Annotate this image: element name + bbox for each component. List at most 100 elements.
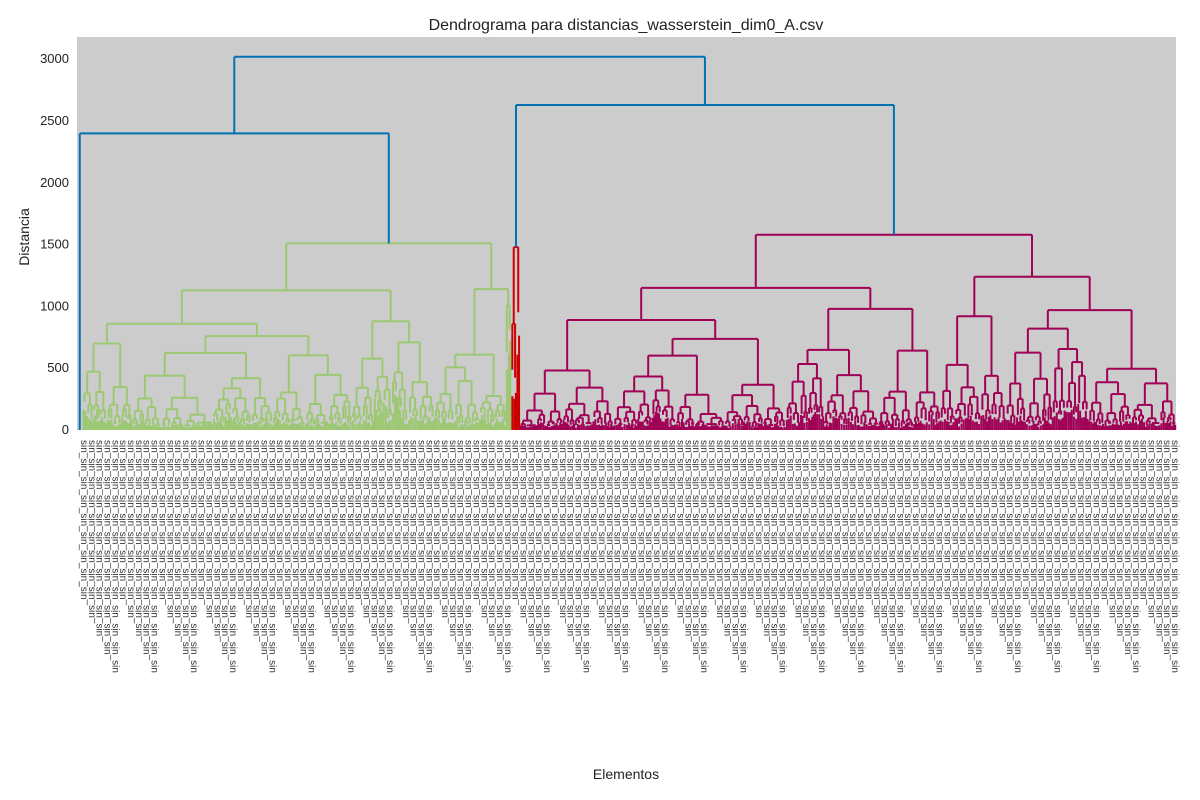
leaf-label: sin_sin_sin_sin_sin_sin_sin_sin_sin_sin: [164, 440, 175, 618]
leaf-label: sin_sin_sin_sin_sin_sin_sin_sin_sin_sin_…: [337, 440, 348, 655]
leaf-label: sin_sin_sin_sin_sin_sin_sin_sin_sin: [392, 440, 403, 600]
chart-title: Dendrograma para distancias_wasserstein_…: [429, 17, 824, 34]
leaf-label: sin_sin_sin_sin_sin_sin_sin_sin_sin_sin_…: [839, 440, 850, 636]
leaf-label: sin_sin_sin_sin_sin_sin_sin_sin_sin: [235, 440, 246, 600]
leaf-label: sin_sin_sin_sin_sin_sin_sin_sin_sin_sin_…: [525, 440, 536, 636]
leaf-label: sin_sin_sin_sin_sin_sin_sin_sin_sin_sin_…: [266, 440, 277, 673]
leaf-label: sin_sin_sin_sin_sin_sin_sin_sin_sin_sin_…: [604, 440, 615, 636]
leaf-label: sin_sin_sin_sin_sin_sin_sin_sin_sin_sin_…: [996, 440, 1007, 636]
leaf-label: sin_sin_sin_sin_sin_sin_sin_sin_sin_sin_…: [172, 440, 183, 636]
leaf-label: sin_sin_sin_sin_sin_sin_sin_sin_sin_sin_…: [777, 440, 788, 673]
leaf-label: sin_sin_sin_sin_sin_sin_sin_sin_sin_sin_…: [1036, 440, 1047, 636]
leaf-label: sin_sin_sin_sin_sin_sin_sin_sin_sin_sin: [557, 440, 568, 618]
leaf-labels: sin_sin_sin_sin_sin_sin_sin_sin_sinsin_s…: [78, 440, 1180, 673]
leaf-label: sin_sin_sin_sin_sin_sin_sin_sin_sin_sin_…: [306, 440, 317, 673]
leaf-label: sin_sin_sin_sin_sin_sin_sin_sin_sin_sin_…: [486, 440, 497, 636]
leaf-label: sin_sin_sin_sin_sin_sin_sin_sin_sin_sin_…: [376, 440, 387, 655]
leaf-label: sin_sin_sin_sin_sin_sin_sin_sin_sin: [824, 440, 835, 600]
leaf-label: sin_sin_sin_sin_sin_sin_sin_sin_sin_sin_…: [133, 440, 144, 636]
leaf-label: sin_sin_sin_sin_sin_sin_sin_sin_sin_sin: [1067, 440, 1078, 618]
leaf-label: sin_sin_sin_sin_sin_sin_sin_sin_sin: [745, 440, 756, 600]
leaf-label: sin_sin_sin_sin_sin_sin_sin_sin_sin: [470, 440, 481, 600]
leaf-label: sin_sin_sin_sin_sin_sin_sin_sin_sin: [706, 440, 717, 600]
leaf-label: sin_sin_sin_sin_sin_sin_sin_sin_sin_sin_…: [149, 440, 160, 673]
leaf-label: sin_sin_sin_sin_sin_sin_sin_sin_sin_sin_…: [455, 440, 466, 655]
leaf-label: sin_sin_sin_sin_sin_sin_sin_sin_sin_sin_…: [1004, 440, 1015, 655]
leaf-label: sin_sin_sin_sin_sin_sin_sin_sin_sin_sin_…: [1161, 440, 1172, 655]
y-tick-label: 2500: [40, 113, 69, 128]
leaf-label: sin_sin_sin_sin_sin_sin_sin_sin_sin: [1020, 440, 1031, 600]
leaf-label: sin_sin_sin_sin_sin_sin_sin_sin_sin_sin_…: [973, 440, 984, 673]
leaf-label: sin_sin_sin_sin_sin_sin_sin_sin_sin: [196, 440, 207, 600]
leaf-label: sin_sin_sin_sin_sin_sin_sin_sin_sin_sin: [949, 440, 960, 618]
leaf-label: sin_sin_sin_sin_sin_sin_sin_sin_sin_sin: [714, 440, 725, 618]
leaf-label: sin_sin_sin_sin_sin_sin_sin_sin_sin_sin_…: [690, 440, 701, 655]
leaf-label: sin_sin_sin_sin_sin_sin_sin_sin_sin_sin_…: [1153, 440, 1164, 636]
leaf-label: sin_sin_sin_sin_sin_sin_sin_sin_sin: [1098, 440, 1109, 600]
leaf-label: sin_sin_sin_sin_sin_sin_sin_sin_sin_sin_…: [894, 440, 905, 673]
leaf-label: sin_sin_sin_sin_sin_sin_sin_sin_sin_sin_…: [855, 440, 866, 673]
leaf-label: sin_sin_sin_sin_sin_sin_sin_sin_sin: [353, 440, 364, 600]
leaf-label: sin_sin_sin_sin_sin_sin_sin_sin_sin: [1138, 440, 1149, 600]
y-tick-label: 0: [62, 422, 69, 437]
leaf-label: sin_sin_sin_sin_sin_sin_sin_sin_sin_sin_…: [580, 440, 591, 673]
leaf-label: sin_sin_sin_sin_sin_sin_sin_sin_sin_sin_…: [965, 440, 976, 655]
leaf-label: sin_sin_sin_sin_sin_sin_sin_sin_sin_sin: [596, 440, 607, 618]
leaf-label: sin_sin_sin_sin_sin_sin_sin_sin_sin_sin_…: [541, 440, 552, 673]
leaf-label: sin_sin_sin_sin_sin_sin_sin_sin_sin_sin_…: [219, 440, 230, 655]
leaf-label: sin_sin_sin_sin_sin_sin_sin_sin_sin: [784, 440, 795, 600]
leaf-label: sin_sin_sin_sin_sin_sin_sin_sin_sin_sin_…: [533, 440, 544, 655]
leaf-label: sin_sin_sin_sin_sin_sin_sin_sin_sin_sin_…: [408, 440, 419, 636]
leaf-label: sin_sin_sin_sin_sin_sin_sin_sin_sin_sin: [635, 440, 646, 618]
leaf-label: sin_sin_sin_sin_sin_sin_sin_sin_sin: [510, 440, 521, 600]
leaf-label: sin_sin_sin_sin_sin_sin_sin_sin_sin_sin_…: [808, 440, 819, 655]
leaf-label: sin_sin_sin_sin_sin_sin_sin_sin_sin_sin_…: [180, 440, 191, 655]
leaf-label: sin_sin_sin_sin_sin_sin_sin_sin_sin_sin_…: [345, 440, 356, 673]
leaf-label: sin_sin_sin_sin_sin_sin_sin_sin_sin: [588, 440, 599, 600]
y-tick-label: 1000: [40, 298, 69, 313]
leaf-label: sin_sin_sin_sin_sin_sin_sin_sin_sin_sin_…: [415, 440, 426, 655]
leaf-label: sin_sin_sin_sin_sin_sin_sin_sin_sin_sin_…: [188, 440, 199, 673]
leaf-label: sin_sin_sin_sin_sin_sin_sin_sin_sin_sin_…: [722, 440, 733, 636]
leaf-label: sin_sin_sin_sin_sin_sin_sin_sin_sin_sin: [204, 440, 215, 618]
leaf-label: sin_sin_sin_sin_sin_sin_sin_sin_sin_sin_…: [109, 440, 120, 673]
leaf-label: sin_sin_sin_sin_sin_sin_sin_sin_sin_sin: [792, 440, 803, 618]
leaf-label: sin_sin_sin_sin_sin_sin_sin_sin_sin_sin: [910, 440, 921, 618]
leaf-label: sin_sin_sin_sin_sin_sin_sin_sin_sin_sin: [243, 440, 254, 618]
leaf-label: sin_sin_sin_sin_sin_sin_sin_sin_sin_sin_…: [227, 440, 238, 673]
leaf-label: sin_sin_sin_sin_sin_sin_sin_sin_sin_sin_…: [761, 440, 772, 636]
leaf-label: sin_sin_sin_sin_sin_sin_sin_sin_sin: [941, 440, 952, 600]
leaf-label: sin_sin_sin_sin_sin_sin_sin_sin_sin_sin: [361, 440, 372, 618]
leaf-label: sin_sin_sin_sin_sin_sin_sin_sin_sin_sin: [400, 440, 411, 618]
leaf-label: sin_sin_sin_sin_sin_sin_sin_sin_sin: [156, 440, 167, 600]
leaf-label: sin_sin_sin_sin_sin_sin_sin_sin_sin_sin: [518, 440, 529, 618]
leaf-label: sin_sin_sin_sin_sin_sin_sin_sin_sin: [902, 440, 913, 600]
y-axis-ticks: 0 500 1000 1500 2000 2500 3000: [40, 51, 69, 437]
leaf-label: sin_sin_sin_sin_sin_sin_sin_sin_sin_sin_…: [737, 440, 748, 673]
leaf-label: sin_sin_sin_sin_sin_sin_sin_sin_sin_sin_…: [94, 440, 105, 636]
leaf-label: sin_sin_sin_sin_sin_sin_sin_sin_sin_sin: [1146, 440, 1157, 618]
leaf-label: sin_sin_sin_sin_sin_sin_sin_sin_sin: [274, 440, 285, 600]
leaf-label: sin_sin_sin_sin_sin_sin_sin_sin_sin_sin: [832, 440, 843, 618]
leaf-label: sin_sin_sin_sin_sin_sin_sin_sin_sin: [667, 440, 678, 600]
y-tick-label: 3000: [40, 51, 69, 66]
y-axis-label: Distancia: [16, 208, 32, 266]
leaf-label: sin_sin_sin_sin_sin_sin_sin_sin_sin_sin_…: [1051, 440, 1062, 673]
leaf-label: sin_sin_sin_sin_sin_sin_sin_sin_sin_sin_…: [447, 440, 458, 636]
leaf-label: sin_sin_sin_sin_sin_sin_sin_sin_sin: [313, 440, 324, 600]
y-tick-label: 2000: [40, 175, 69, 190]
leaf-label: sin_sin_sin_sin_sin_sin_sin_sin_sin: [78, 440, 89, 600]
leaf-label: sin_sin_sin_sin_sin_sin_sin_sin_sin_sin: [439, 440, 450, 618]
leaf-label: sin_sin_sin_sin_sin_sin_sin_sin_sin_sin_…: [1075, 440, 1086, 636]
plot-background: [77, 37, 1176, 430]
leaf-label: sin_sin_sin_sin_sin_sin_sin_sin_sin_sin_…: [682, 440, 693, 636]
leaf-label: sin_sin_sin_sin_sin_sin_sin_sin_sin: [1059, 440, 1070, 600]
leaf-label: sin_sin_sin_sin_sin_sin_sin_sin_sin_sin: [675, 440, 686, 618]
leaf-label: sin_sin_sin_sin_sin_sin_sin_sin_sin_sin_…: [572, 440, 583, 655]
leaf-label: sin_sin_sin_sin_sin_sin_sin_sin_sin_sin: [478, 440, 489, 618]
leaf-label: sin_sin_sin_sin_sin_sin_sin_sin_sin_sin: [989, 440, 1000, 618]
leaf-label: sin_sin_sin_sin_sin_sin_sin_sin_sin_sin: [125, 440, 136, 618]
leaf-label: sin_sin_sin_sin_sin_sin_sin_sin_sin_sin_…: [934, 440, 945, 673]
leaf-label: sin_sin_sin_sin_sin_sin_sin_sin_sin_sin_…: [290, 440, 301, 636]
